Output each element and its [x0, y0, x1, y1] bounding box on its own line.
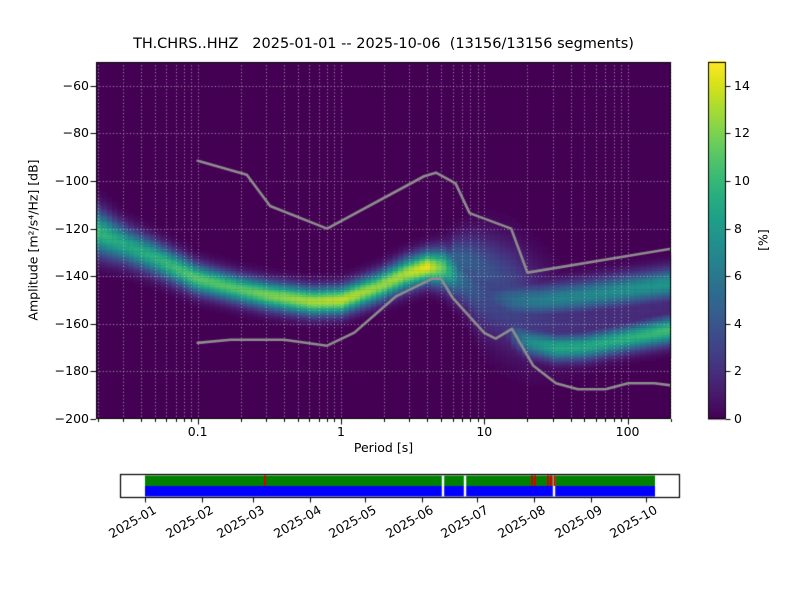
- y-tick-label: −160: [54, 315, 89, 331]
- colorbar-tick-label: 14: [734, 77, 750, 93]
- y-tick-label: −180: [54, 363, 89, 379]
- y-tick-label: −100: [54, 173, 89, 188]
- colorbar-tick-label: 6: [734, 268, 742, 284]
- colorbar-tick-label: 4: [734, 315, 742, 331]
- colorbar-tick-label: 12: [734, 125, 750, 141]
- plot-title: TH.CHRS..HHZ 2025-01-01 -- 2025-10-06 (1…: [133, 36, 634, 52]
- y-tick-label: −80: [62, 125, 89, 141]
- x-tick-label: 1: [337, 424, 345, 439]
- y-tick-label: −120: [54, 220, 89, 236]
- x-tick-label: 0.1: [187, 424, 208, 439]
- y-tick-label: −140: [54, 268, 89, 284]
- x-axis-label: Period [s]: [353, 440, 414, 455]
- x-tick-label: 100: [615, 424, 640, 439]
- y-tick-label: −200: [54, 411, 89, 426]
- x-tick-label: 10: [476, 424, 493, 439]
- colorbar-tick-label: 10: [734, 173, 750, 188]
- colorbar-tick-label: 0: [734, 411, 742, 426]
- colorbar-tick-label: 8: [734, 220, 742, 236]
- y-tick-label: −60: [62, 77, 89, 93]
- y-axis-label: Amplitude [m²/s⁴/Hz] [dB]: [25, 159, 41, 321]
- colorbar-tick-label: 2: [734, 363, 742, 379]
